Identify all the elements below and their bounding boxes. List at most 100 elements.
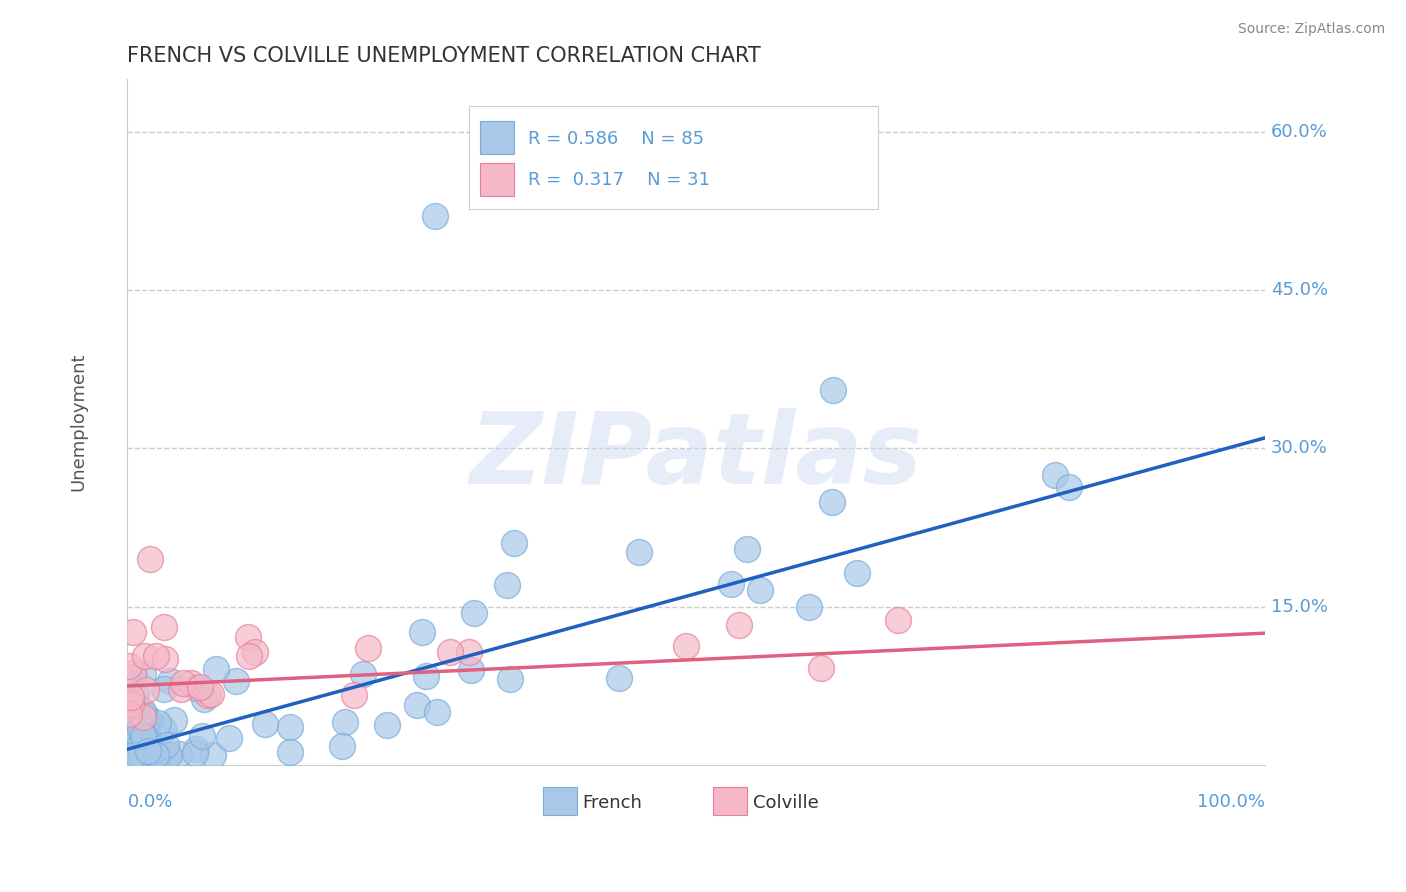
Point — [406, 698, 429, 713]
Point — [131, 704, 153, 718]
Point — [153, 652, 176, 666]
Point — [120, 727, 142, 741]
Text: 60.0%: 60.0% — [1271, 123, 1327, 141]
Text: 100.0%: 100.0% — [1197, 793, 1265, 811]
Point — [1059, 479, 1081, 493]
Point — [357, 640, 380, 655]
Point — [820, 495, 842, 509]
Point — [821, 384, 844, 398]
Point — [153, 620, 176, 634]
Point — [163, 713, 186, 727]
FancyBboxPatch shape — [479, 121, 515, 154]
Point — [846, 566, 869, 580]
Point — [728, 618, 751, 632]
Point — [426, 705, 449, 719]
Point — [201, 747, 224, 762]
FancyBboxPatch shape — [479, 162, 515, 195]
Point — [135, 683, 157, 698]
Point — [138, 714, 160, 728]
Text: R = 0.586    N = 85: R = 0.586 N = 85 — [527, 129, 704, 147]
Point — [148, 747, 170, 761]
Point — [155, 739, 177, 753]
Point — [139, 747, 162, 762]
Point — [122, 747, 145, 762]
Point — [335, 714, 357, 729]
Point — [129, 738, 152, 752]
Point — [204, 661, 226, 675]
Point — [423, 209, 446, 223]
Point — [415, 669, 437, 683]
Point — [627, 545, 650, 559]
Text: Unemployment: Unemployment — [69, 352, 87, 491]
Point — [117, 695, 139, 709]
Point — [131, 706, 153, 721]
Point — [120, 697, 142, 711]
Point — [167, 747, 190, 762]
Point — [128, 721, 150, 735]
Text: Colville: Colville — [754, 794, 818, 812]
Point — [134, 709, 156, 723]
Point — [607, 672, 630, 686]
Point — [142, 747, 165, 762]
Point — [153, 723, 176, 737]
Point — [135, 727, 157, 741]
Point — [720, 577, 742, 591]
Point — [330, 739, 353, 754]
Point — [184, 742, 207, 756]
Point — [253, 716, 276, 731]
Point — [149, 747, 172, 762]
Point — [278, 721, 301, 735]
Point — [749, 582, 772, 597]
Point — [132, 729, 155, 743]
Point — [127, 747, 149, 762]
Point — [184, 681, 207, 695]
Point — [117, 659, 139, 673]
Point — [1043, 467, 1066, 482]
Point — [134, 730, 156, 744]
Text: French: French — [582, 794, 643, 812]
Point — [460, 663, 482, 677]
Point — [120, 690, 142, 705]
Point — [225, 674, 247, 689]
Text: R =  0.317    N = 31: R = 0.317 N = 31 — [527, 170, 710, 189]
Point — [136, 741, 159, 756]
Point — [238, 649, 260, 664]
Text: 30.0%: 30.0% — [1271, 440, 1327, 458]
Point — [157, 747, 180, 762]
Point — [495, 578, 517, 592]
Point — [191, 729, 214, 743]
Point — [156, 747, 179, 762]
Point — [134, 747, 156, 762]
Text: 15.0%: 15.0% — [1271, 598, 1327, 615]
Text: ZIPatlas: ZIPatlas — [470, 408, 922, 505]
Point — [193, 692, 215, 706]
Point — [352, 666, 374, 681]
Point — [117, 706, 139, 721]
Point — [197, 688, 219, 702]
Point — [375, 717, 398, 731]
Point — [132, 724, 155, 739]
Point — [184, 747, 207, 761]
Point — [439, 645, 461, 659]
Point — [502, 536, 524, 550]
Point — [675, 640, 697, 654]
Point — [122, 669, 145, 683]
Point — [132, 667, 155, 681]
Point — [170, 681, 193, 696]
Point — [136, 747, 159, 762]
Text: Source: ZipAtlas.com: Source: ZipAtlas.com — [1237, 22, 1385, 37]
Point — [810, 660, 832, 674]
Point — [343, 688, 366, 702]
Point — [121, 624, 143, 639]
Point — [129, 747, 152, 762]
Point — [188, 680, 211, 694]
Point — [139, 552, 162, 566]
Point — [134, 648, 156, 663]
Point — [245, 645, 267, 659]
Point — [887, 613, 910, 627]
Point — [499, 672, 522, 686]
Point — [458, 645, 481, 659]
Point — [797, 600, 820, 615]
Point — [117, 721, 139, 735]
Point — [172, 676, 194, 690]
